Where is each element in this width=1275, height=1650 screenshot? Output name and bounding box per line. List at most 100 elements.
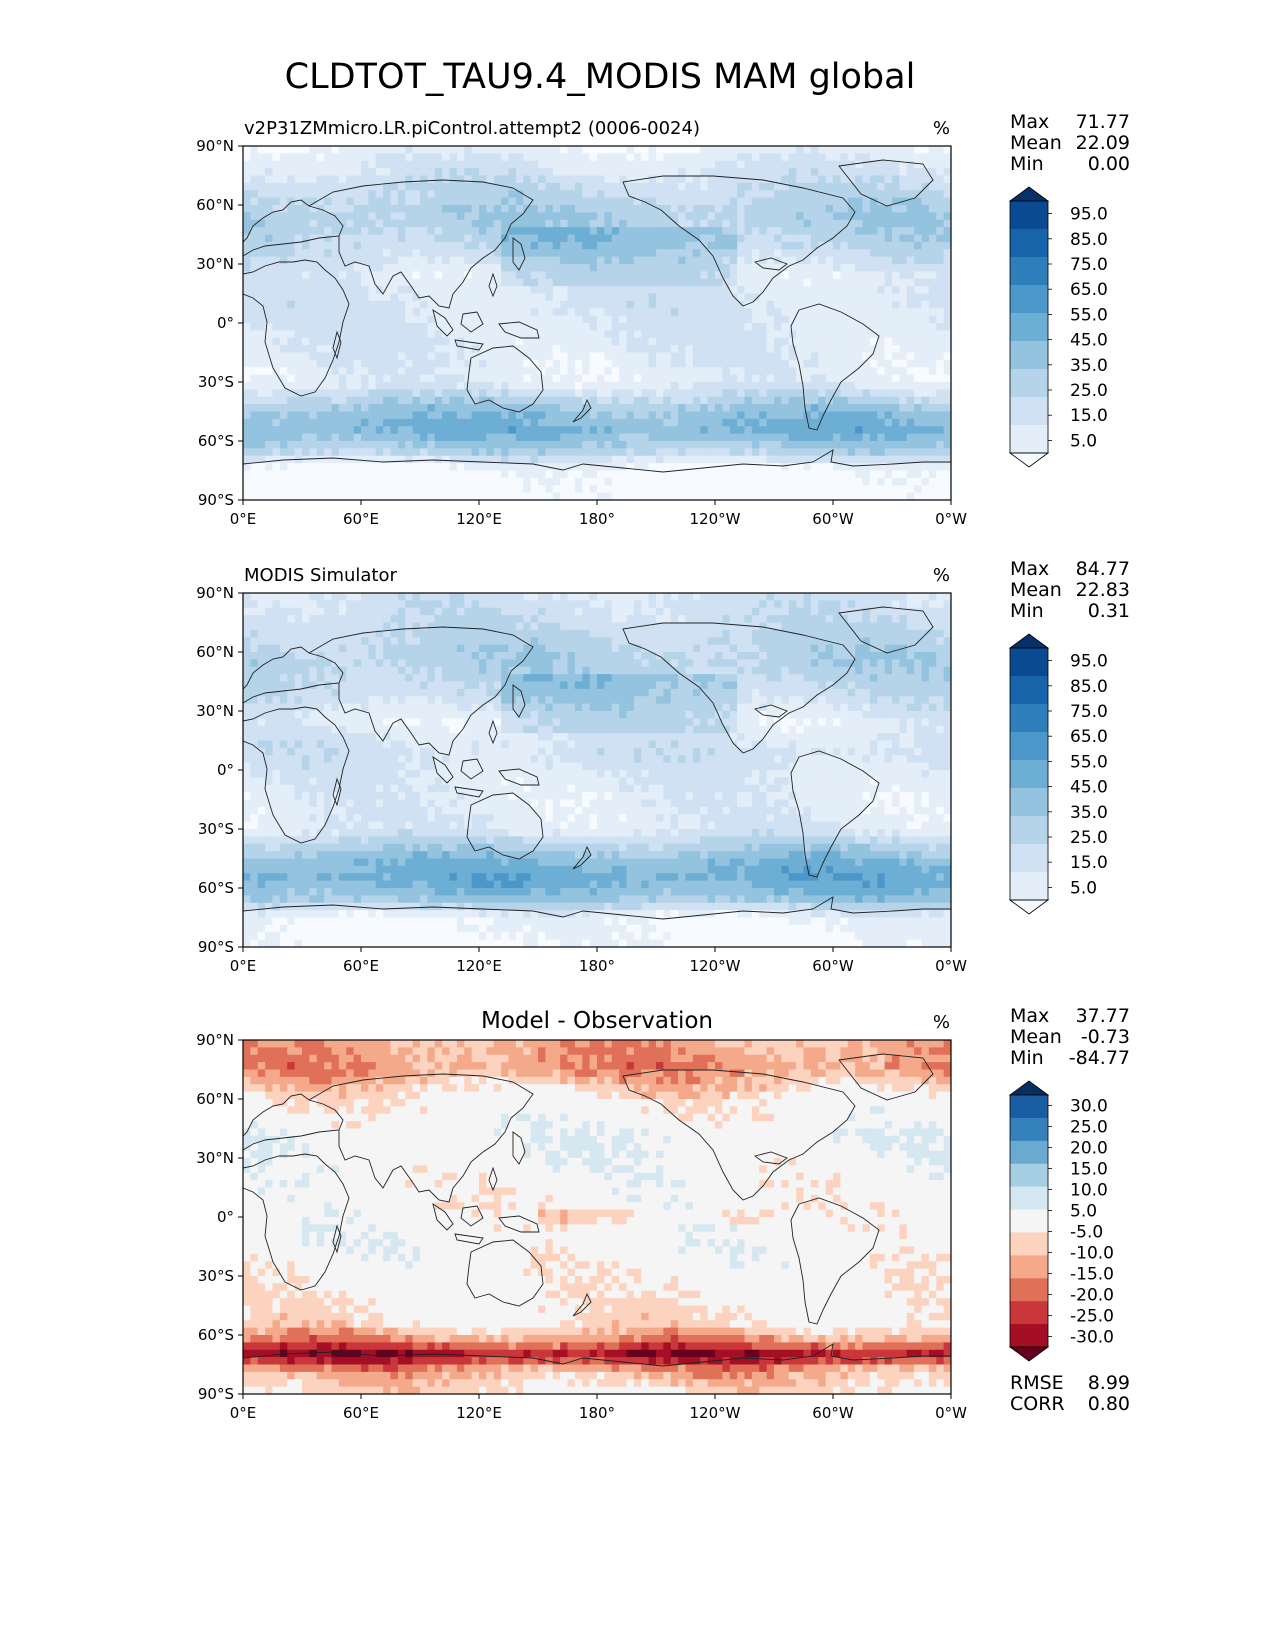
field-cell	[486, 160, 495, 169]
field-cell	[796, 308, 805, 317]
field-cell	[656, 286, 664, 295]
field-cell	[833, 455, 841, 464]
field-cell	[353, 160, 362, 169]
field-cell	[493, 175, 502, 184]
field-cell	[840, 382, 849, 390]
field-cell	[892, 286, 900, 295]
field-cell	[788, 359, 797, 368]
field-cell	[449, 227, 458, 236]
field-cell	[309, 227, 318, 236]
field-cell	[759, 374, 768, 383]
field-cell	[877, 455, 886, 464]
field-cell	[869, 607, 878, 616]
field-cell	[700, 374, 709, 383]
field-cell	[847, 205, 856, 213]
field-cell	[346, 190, 355, 199]
field-cell	[648, 249, 657, 258]
field-cell	[294, 477, 303, 486]
field-cell	[530, 426, 539, 435]
field-cell	[833, 212, 841, 221]
field-cell	[552, 448, 561, 457]
field-cell	[700, 308, 709, 317]
field-cell	[788, 593, 797, 601]
field-cell	[545, 175, 554, 184]
field-cell	[759, 308, 768, 317]
field-cell	[589, 463, 598, 472]
field-cell	[582, 219, 591, 228]
field-cell	[265, 227, 274, 236]
field-cell	[678, 293, 687, 302]
field-cell	[619, 418, 628, 427]
field-cell	[626, 278, 635, 287]
field-cell	[921, 264, 930, 272]
field-cell	[597, 227, 605, 236]
field-cell	[744, 212, 753, 221]
field-cell	[589, 337, 598, 346]
field-cell	[390, 249, 399, 258]
field-cell	[774, 219, 782, 228]
field-cell	[678, 212, 687, 221]
field-cell	[501, 256, 510, 265]
field-cell	[656, 359, 664, 368]
field-cell	[825, 197, 834, 206]
field-cell	[257, 485, 266, 494]
field-cell	[397, 212, 406, 221]
field-cell	[663, 286, 672, 295]
field-cell	[567, 175, 576, 184]
field-cell	[847, 278, 856, 287]
field-cell	[906, 182, 915, 191]
field-cell	[633, 271, 642, 280]
field-cell	[914, 212, 923, 221]
field-cell	[456, 389, 465, 398]
field-cell	[751, 359, 760, 368]
field-cell	[921, 323, 930, 331]
field-cell	[582, 175, 591, 184]
field-cell	[383, 337, 392, 346]
field-cell	[869, 182, 878, 191]
field-cell	[715, 352, 723, 361]
field-cell	[375, 352, 384, 361]
field-cell	[361, 182, 369, 191]
field-cell	[670, 441, 679, 449]
y-tick-label: 30°N	[196, 255, 234, 273]
field-cell	[515, 600, 524, 609]
field-cell	[338, 448, 347, 457]
field-cell	[353, 256, 362, 265]
field-cell	[766, 286, 775, 295]
field-cell	[678, 168, 687, 177]
field-cell	[530, 212, 539, 221]
field-cell	[420, 146, 428, 154]
field-cell	[412, 271, 421, 280]
field-cell	[287, 212, 296, 221]
field-cell	[810, 205, 819, 213]
field-cell	[287, 374, 296, 383]
field-cell	[279, 212, 288, 221]
field-cell	[707, 418, 716, 427]
field-cell	[567, 359, 576, 368]
field-cell	[737, 234, 746, 243]
field-cell	[737, 264, 746, 272]
field-cell	[729, 607, 738, 616]
field-cell	[751, 607, 760, 616]
field-cell	[899, 271, 908, 280]
field-cell	[257, 359, 266, 368]
field-cell	[302, 278, 310, 287]
field-cell	[471, 463, 480, 472]
field-cell	[243, 492, 251, 500]
field-cell	[464, 286, 473, 295]
field-cell	[641, 256, 650, 265]
field-cell	[715, 441, 723, 449]
field-cell	[641, 168, 650, 177]
field-cell	[272, 593, 281, 601]
field-cell	[375, 249, 384, 258]
field-cell	[383, 441, 392, 449]
field-cell	[530, 182, 539, 191]
field-cell	[582, 286, 591, 295]
field-cell	[751, 404, 760, 413]
field-cell	[427, 241, 436, 250]
field-cell	[626, 182, 635, 191]
field-cell	[833, 411, 841, 420]
field-cell	[405, 433, 414, 442]
field-cell	[405, 382, 414, 390]
field-cell	[847, 404, 856, 413]
